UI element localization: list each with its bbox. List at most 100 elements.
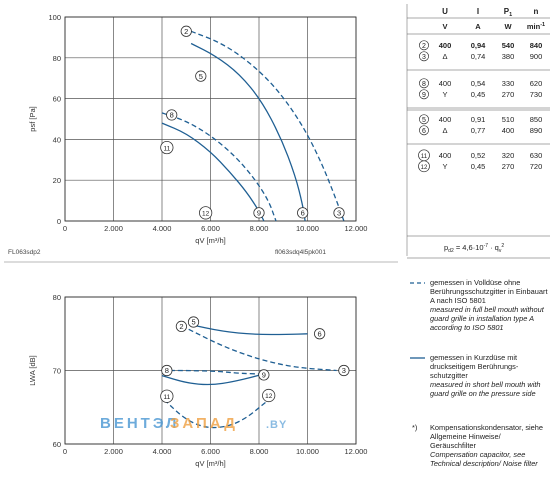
row-marker-circle xyxy=(419,78,429,89)
table-cell: 0,74 xyxy=(471,52,486,61)
table-cell: 400 xyxy=(439,79,452,88)
pressure-formula: pd2 = 4,6·10-7 · qv2 xyxy=(444,243,504,254)
series-line-11-12 xyxy=(161,372,267,386)
table-cell: 400 xyxy=(502,126,515,135)
curve-marker-6: 6 xyxy=(297,207,309,219)
table-cell: 0,94 xyxy=(471,41,486,50)
row-marker-label: 12 xyxy=(421,165,428,171)
table-cell: Y xyxy=(442,90,447,99)
marker-circle xyxy=(297,207,309,219)
row-marker-label: 3 xyxy=(422,54,426,61)
y-axis-label: LWA [dB] xyxy=(28,355,37,385)
table-header-2: P1 xyxy=(504,7,512,18)
curve-marker-6: 6 xyxy=(314,328,326,340)
row-marker-circle xyxy=(419,51,429,62)
x-tick-label: 4.000 xyxy=(153,447,172,456)
legend-dashed-en: measured in full bell mouth without guar… xyxy=(430,305,544,332)
formula-sub: d2 xyxy=(448,248,454,254)
legend-dashed-de: gemessen in Volldüse ohne Berührungsschu… xyxy=(430,278,548,305)
table-cell: 400 xyxy=(439,151,452,160)
table-cell: Y xyxy=(442,162,447,171)
chart-code-left: FL063sdp2 xyxy=(8,249,41,256)
y-tick-label: 80 xyxy=(53,54,61,63)
table-cell: 890 xyxy=(530,126,543,135)
table-header-0: U xyxy=(442,7,448,16)
legend-note-text: Kompensationskondensator, siehe Allgemei… xyxy=(430,423,548,468)
curve-marker-8: 8 xyxy=(166,109,178,121)
table-cell: 400 xyxy=(439,115,452,124)
row-marker-label: 6 xyxy=(422,128,426,135)
marker-label: 11 xyxy=(163,394,170,401)
table-header-1: I xyxy=(477,7,479,16)
table-cell: 540 xyxy=(502,41,515,50)
marker-circle xyxy=(180,25,192,37)
y-tick-label: 70 xyxy=(53,367,61,376)
formula-mid: = 4,6·10 xyxy=(454,243,484,252)
table-cell: 510 xyxy=(502,115,515,124)
table-cell: 630 xyxy=(530,151,543,160)
table-row-marker: 11 xyxy=(418,149,430,162)
marker-circle xyxy=(160,389,174,403)
marker-circle xyxy=(314,328,326,340)
marker-circle xyxy=(175,320,187,332)
watermark-brand-b: ЗАПАД xyxy=(170,415,238,432)
marker-label: 2 xyxy=(184,27,188,36)
marker-label: 3 xyxy=(342,366,346,375)
curve-marker-9: 9 xyxy=(258,369,270,381)
table-row-marker: 8 xyxy=(419,78,429,89)
table-unit-0: V xyxy=(442,22,447,31)
x-tick-label: 12.000 xyxy=(345,447,368,456)
table-unit-1: A xyxy=(475,22,481,31)
table-row-marker: 5 xyxy=(419,114,429,125)
x-tick-label: 10.000 xyxy=(296,447,319,456)
row-marker-circle xyxy=(419,89,429,100)
table-row-marker: 2 xyxy=(419,40,429,51)
marker-circle xyxy=(160,140,174,155)
x-tick-label: 4.000 xyxy=(153,224,172,233)
table-cell: 620 xyxy=(530,79,543,88)
table-row-marker: 3 xyxy=(419,51,429,62)
marker-circle xyxy=(166,109,178,121)
table-unit-superscript: -1 xyxy=(540,22,545,28)
marker-circle xyxy=(161,364,173,377)
marker-circle xyxy=(333,207,345,219)
table-cell: 380 xyxy=(502,52,515,61)
curve-marker-9: 9 xyxy=(253,207,265,219)
marker-circle xyxy=(258,369,270,381)
x-tick-label: 0 xyxy=(63,224,67,233)
table-header-subscript: 1 xyxy=(509,12,512,18)
plot-frame xyxy=(64,16,357,222)
row-marker-circle xyxy=(419,125,429,136)
series-line-2-3 xyxy=(188,328,337,372)
row-marker-label: 2 xyxy=(422,43,426,50)
row-marker-label: 5 xyxy=(422,117,426,124)
table-unit-3: min-1 xyxy=(527,22,545,31)
row-marker-circle xyxy=(419,114,429,125)
legend-dashed-text: gemessen in Volldüse ohne Berührungsschu… xyxy=(430,278,548,332)
row-marker-circle xyxy=(418,160,430,173)
y-axis-label: psf [Pa] xyxy=(28,106,37,131)
marker-label: 5 xyxy=(199,72,203,81)
table-cell: 900 xyxy=(530,52,543,61)
table-cell: 0,52 xyxy=(471,151,486,160)
row-marker-label: 8 xyxy=(422,81,426,88)
y-tick-label: 0 xyxy=(57,217,61,226)
table-cell: 400 xyxy=(439,41,452,50)
x-tick-label: 8.000 xyxy=(250,224,269,233)
legend-solid-text: gemessen in Kurzdüse mit druckseitigem B… xyxy=(430,353,548,398)
table-cell: 270 xyxy=(502,162,515,171)
table-cell: 320 xyxy=(502,151,515,160)
table-cell: Δ xyxy=(442,126,447,135)
marker-label: 6 xyxy=(318,329,322,338)
x-tick-label: 0 xyxy=(63,447,67,456)
curve-marker-2: 2 xyxy=(180,25,192,37)
marker-label: 12 xyxy=(202,211,210,218)
row-marker-circle xyxy=(419,40,429,51)
series-line-11-12 xyxy=(161,122,265,222)
table-cell: 0,45 xyxy=(471,90,486,99)
curve-marker-5: 5 xyxy=(195,70,207,82)
watermark-brand-a: ВЕНТЭЛ xyxy=(100,415,179,432)
table-cell: 730 xyxy=(530,90,543,99)
